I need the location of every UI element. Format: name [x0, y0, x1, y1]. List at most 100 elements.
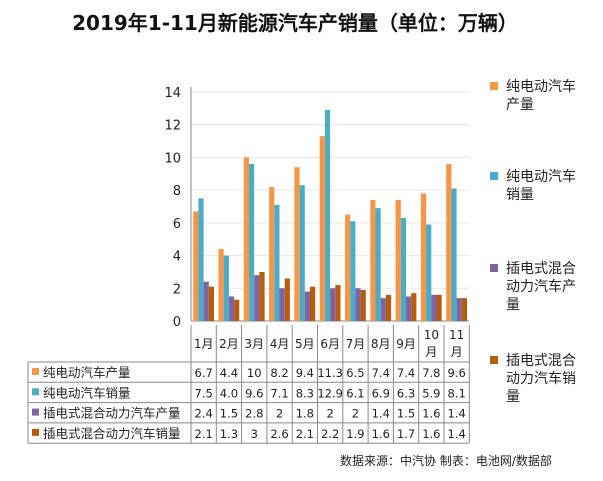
bar-2-5月	[299, 185, 305, 321]
table-cell-value: 7.4	[372, 366, 390, 380]
bar-4-4月	[284, 278, 290, 321]
table-cell-value: 7.1	[270, 386, 288, 400]
bar-4-7月	[360, 289, 366, 321]
table-series-label: 纯电动汽车销量	[43, 385, 131, 400]
table-cell-value: 10	[247, 366, 262, 380]
table-cell-value: 7.5	[195, 386, 213, 400]
legend-label: 量	[506, 297, 520, 313]
table-legend-swatch	[32, 388, 39, 396]
bar-1-8月	[370, 199, 376, 321]
y-tick-label: 12	[164, 119, 181, 134]
legend-swatch	[490, 356, 498, 364]
table-cell-value: 7.8	[422, 366, 440, 380]
table-cell-value: 11.3	[317, 366, 343, 380]
table-cell-value: 1.5	[397, 407, 415, 421]
x-category-label: 5月	[295, 337, 315, 351]
bar-2-8月	[375, 208, 381, 321]
bar-2-3月	[249, 163, 255, 321]
table-cell-value: 6.9	[372, 386, 390, 400]
table-cell-value: 12.9	[317, 386, 343, 400]
bar-4-6月	[335, 285, 341, 321]
bar-4-11月	[461, 298, 467, 321]
table-cell-value: 9.4	[296, 366, 314, 380]
bar-1-6月	[319, 136, 325, 321]
bar-3-9月	[406, 296, 412, 321]
legend-label: 插电式混合	[506, 353, 576, 369]
table-cell-value: 1.4	[448, 427, 466, 441]
legend-label: 纯电动汽车	[506, 79, 576, 95]
source-note: 数据来源：中汽协 制表：电池网/数据部	[340, 454, 552, 468]
legend-label: 量	[506, 389, 520, 405]
bar-1-10月	[420, 193, 427, 321]
x-category-label: 4月	[270, 337, 290, 351]
x-category-label: 11	[449, 328, 464, 342]
bar-1-2月	[218, 249, 224, 321]
table-cell-value: 1.6	[372, 427, 390, 441]
bar-3-8月	[380, 298, 386, 321]
legend-item-bev-production: 纯电动汽车 产量	[490, 78, 600, 114]
table-cell-value: 4.4	[220, 366, 238, 380]
bar-2-10月	[426, 224, 432, 321]
table-cell-value: 6.7	[195, 366, 213, 380]
bar-2-6月	[324, 109, 331, 321]
table-cell-value: 1.9	[346, 427, 364, 441]
bar-1-4月	[269, 186, 275, 321]
bar-2-2月	[223, 255, 229, 321]
x-category-label: 6月	[320, 337, 340, 351]
legend-swatch	[490, 264, 498, 272]
x-category-label: 月	[425, 345, 437, 359]
bar-3-1月	[203, 281, 209, 321]
legend-item-bev-sales: 纯电动汽车 销量	[490, 168, 600, 204]
table-cell-value: 1.6	[422, 407, 440, 421]
y-tick-label: 4	[173, 250, 181, 265]
y-tick-label: 10	[164, 151, 181, 166]
table-cell-value: 8.2	[270, 366, 288, 380]
table-cell-value: 9.6	[448, 366, 466, 380]
x-category-label: 1月	[194, 337, 214, 351]
y-tick-label: 2	[173, 282, 181, 297]
x-category-label: 8月	[371, 337, 391, 351]
x-category-label: 月	[451, 345, 463, 359]
table-cell-value: 2.6	[270, 427, 288, 441]
table-cell-value: 2	[352, 407, 359, 421]
table-cell-value: 3	[251, 427, 258, 441]
table-cell-value: 1.5	[220, 407, 238, 421]
table-cell-value: 7.4	[397, 366, 415, 380]
table-cell-value: 2	[276, 407, 283, 421]
legend-swatch	[490, 82, 498, 90]
table-cell-value: 9.6	[245, 386, 263, 400]
table-cell-value: 2.1	[195, 427, 213, 441]
x-category-label: 9月	[396, 337, 416, 351]
table-legend-swatch	[32, 408, 39, 416]
legend-item-phev-sales: 插电式混合 动力汽车销 量	[490, 352, 600, 406]
table-cell-value: 2	[326, 407, 333, 421]
bar-1-3月	[243, 157, 249, 321]
bar-1-9月	[395, 199, 401, 321]
table-cell-value: 1.4	[448, 407, 466, 421]
table-cell-value: 4.0	[220, 386, 238, 400]
table-legend-swatch	[32, 368, 39, 375]
bar-2-11月	[451, 188, 457, 321]
table-cell-value: 2.1	[296, 427, 314, 441]
legend-label: 动力汽车产	[506, 279, 576, 295]
table-cell-value: 8.1	[448, 386, 466, 400]
legend-label: 销量	[506, 187, 534, 203]
legend-label: 插电式混合	[506, 261, 576, 277]
table-series-label: 插电式混合动力汽车产量	[43, 406, 181, 421]
table-cell-value: 1.3	[220, 427, 238, 441]
x-category-label: 7月	[346, 337, 366, 351]
bar-3-7月	[355, 288, 361, 321]
table-cell-value: 1.4	[372, 407, 390, 421]
x-category-label: 2月	[219, 337, 239, 351]
table-cell-value: 2.8	[245, 407, 263, 421]
bar-2-1月	[198, 198, 204, 321]
y-tick-label: 14	[164, 86, 181, 101]
bar-4-5月	[310, 286, 316, 321]
bar-4-1月	[208, 286, 214, 321]
bar-3-11月	[456, 298, 462, 321]
table-series-label: 纯电动汽车产量	[43, 365, 131, 380]
bar-3-6月	[330, 288, 336, 321]
legend-item-phev-production: 插电式混合 动力汽车产 量	[490, 260, 600, 314]
y-tick-label: 8	[173, 184, 181, 199]
table-cell-value: 1.7	[397, 427, 415, 441]
